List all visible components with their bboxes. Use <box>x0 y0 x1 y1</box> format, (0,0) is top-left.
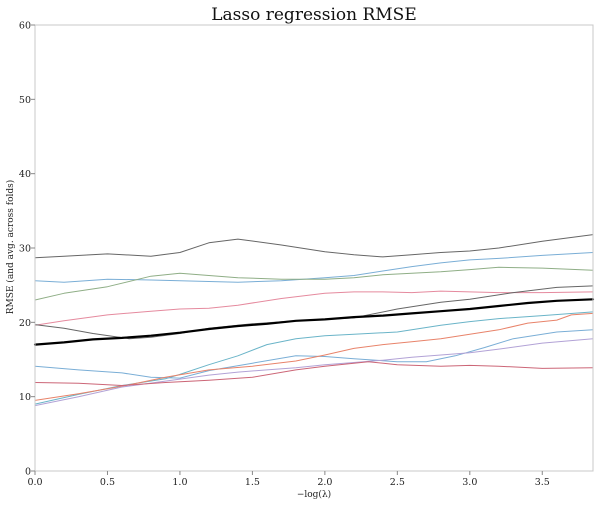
series-line-5 <box>34 285 594 340</box>
series-line-4 <box>34 290 594 326</box>
y-tick-label: 20 <box>19 318 31 329</box>
y-tick-label: 0 <box>25 467 31 478</box>
y-axis-label: RMSE (and avg. across folds) <box>5 180 16 315</box>
x-tick-label: 1.5 <box>245 477 260 488</box>
x-tick-label: 2.5 <box>390 477 405 488</box>
series-line-3 <box>34 266 594 301</box>
x-axis-label: −log(λ) <box>297 489 331 500</box>
series-line-6 <box>33 298 595 346</box>
plot-frame <box>34 24 594 472</box>
x-tick-label: 2.0 <box>317 477 332 488</box>
x-tick-label: 3.5 <box>535 477 550 488</box>
y-tick-label: 60 <box>19 21 31 32</box>
x-tick-label: 0.0 <box>27 477 42 488</box>
chart-title: Lasso regression RMSE <box>211 5 417 25</box>
series-line-7 <box>34 311 594 405</box>
series-layer <box>33 234 595 407</box>
y-tick-label: 30 <box>19 244 31 255</box>
y-axis: 0 10 20 30 40 50 60 <box>19 21 35 478</box>
series-line-1 <box>34 234 594 259</box>
x-tick-label: 3.0 <box>462 477 477 488</box>
series-line-9 <box>34 312 594 401</box>
series-line-10 <box>34 338 594 407</box>
x-axis: 0.0 0.5 1.0 1.5 2.0 2.5 3.0 3.5 <box>27 471 550 488</box>
series-line-11 <box>34 361 594 386</box>
y-tick-label: 10 <box>19 392 31 403</box>
x-tick-label: 0.5 <box>100 477 115 488</box>
y-tick-label: 50 <box>19 95 31 106</box>
series-line-8 <box>34 329 594 379</box>
plot-area-border <box>34 24 594 472</box>
y-tick-label: 40 <box>19 169 31 180</box>
x-tick-label: 1.0 <box>172 477 187 488</box>
